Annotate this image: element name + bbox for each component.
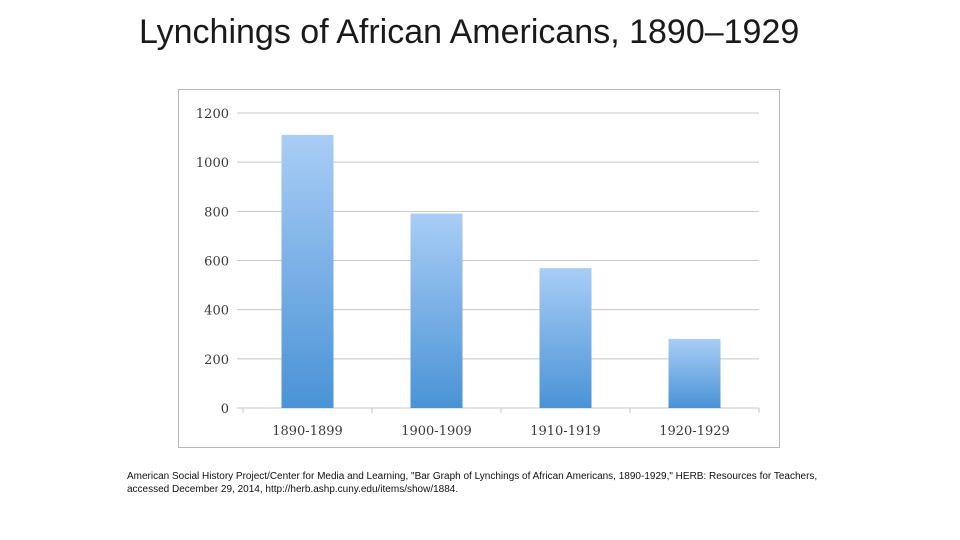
slide-title: Lynchings of African Americans, 1890–192… — [139, 13, 800, 51]
source-citation: American Social History Project/Center f… — [127, 471, 818, 495]
x-category-label: 1920-1929 — [659, 424, 730, 439]
bar-1890-1899 — [281, 134, 334, 409]
bar-1920-1929 — [668, 338, 721, 408]
x-category-label: 1900-1909 — [401, 424, 472, 439]
bar-1910-1919 — [539, 268, 592, 408]
y-tick-label: 800 — [204, 205, 229, 220]
chart-frame: 0 200 400 600 800 1000 1200 1890-1899 1900-1909 1… — [178, 89, 780, 448]
x-category-label: 1910-1919 — [530, 424, 601, 439]
y-tick-label: 200 — [204, 353, 229, 368]
y-tick-label: 1000 — [196, 156, 229, 171]
y-tick-label: 600 — [204, 255, 229, 270]
y-tick-label: 400 — [204, 304, 229, 319]
y-tick-label: 1200 — [196, 107, 229, 122]
x-category-label: 1890-1899 — [272, 424, 343, 439]
bar-chart: 0 200 400 600 800 1000 1200 1890-1899 1900-1909 1… — [196, 107, 760, 439]
bar-1900-1909 — [410, 213, 463, 408]
y-tick-label: 0 — [221, 402, 229, 417]
